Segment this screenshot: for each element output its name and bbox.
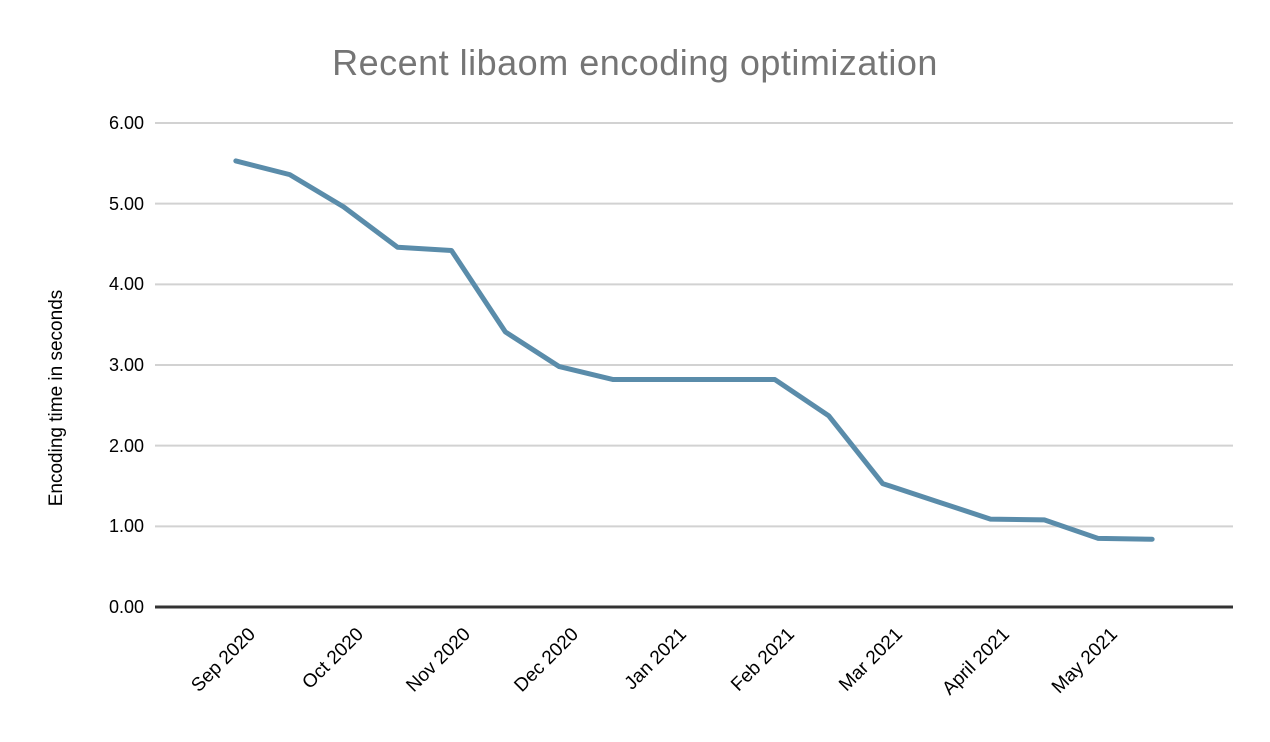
y-tick-label: 3.00	[108, 355, 144, 375]
y-tick-label: 0.00	[108, 597, 144, 617]
y-tick-label: 4.00	[108, 274, 144, 295]
y-tick-label: 6.00	[108, 113, 144, 133]
y-tick-label: 1.00	[108, 516, 144, 537]
y-tick-label: 5.00	[108, 193, 144, 214]
chart-title: Recent libaom encoding optimization	[332, 42, 938, 83]
data-series-line	[233, 158, 1155, 542]
y-tick-label: 2.00	[108, 435, 144, 456]
